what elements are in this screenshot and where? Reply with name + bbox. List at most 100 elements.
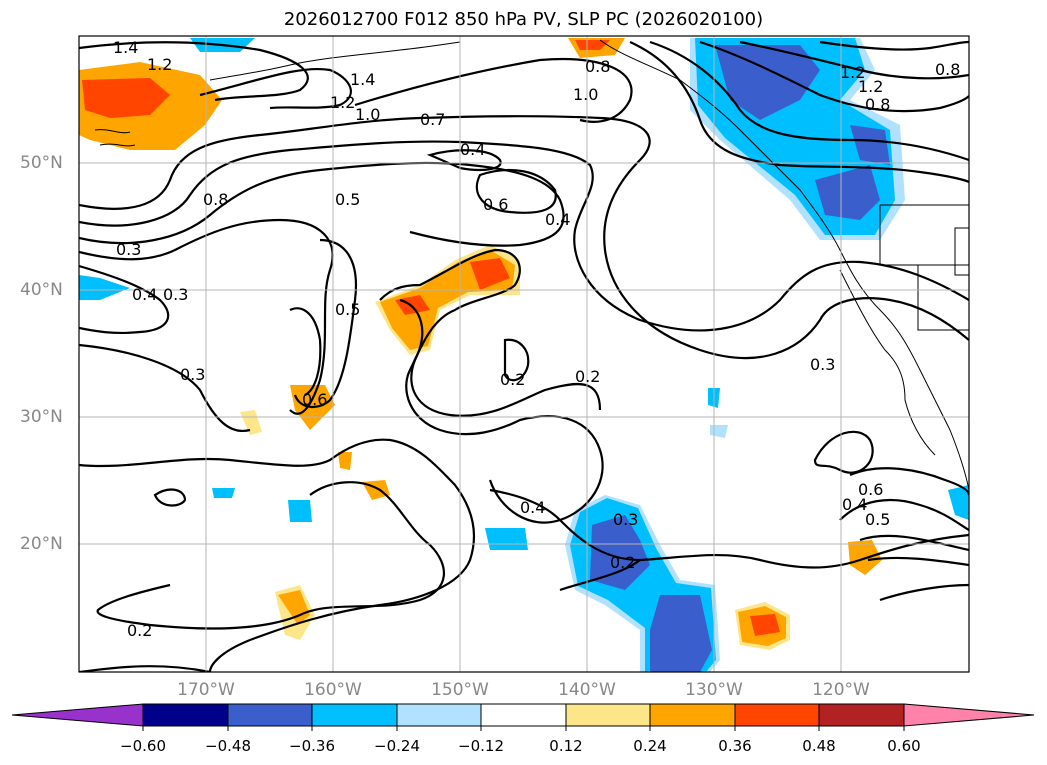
colorbar-segment <box>734 703 820 727</box>
colorbar-segment <box>396 703 482 727</box>
pv-fill-darkblue <box>850 125 890 165</box>
contour-line <box>849 467 969 496</box>
contour-line <box>489 488 969 569</box>
contour-label: 0.2 <box>127 621 152 640</box>
contour-label: 1.4 <box>113 38 138 57</box>
contour-label: 0.7 <box>420 110 445 129</box>
pv-fill-yellow <box>240 410 262 435</box>
contour-label: 0.8 <box>585 57 610 76</box>
colorbar-segment <box>480 703 567 727</box>
contour-line <box>96 481 445 630</box>
longitude-label: 160°W <box>304 680 362 700</box>
contour-label: 0.4 <box>545 210 570 229</box>
contour-line <box>649 40 969 162</box>
contour-line <box>153 488 187 507</box>
contour-label: 0.5 <box>865 510 890 529</box>
colorbar-tick-label: −0.12 <box>458 737 504 755</box>
colorbar <box>11 703 1035 731</box>
contour-label: 0.3 <box>116 240 141 259</box>
contour-label: 0.6 <box>302 390 327 409</box>
latitude-label: 40°N <box>20 280 63 300</box>
pv-fill-orange <box>362 480 390 500</box>
latitude-label: 20°N <box>20 534 63 554</box>
contour-line <box>79 218 334 415</box>
colorbar-tick-label: −0.48 <box>205 737 251 755</box>
pv-fill-blue <box>212 488 235 498</box>
contour-label: 1.2 <box>840 63 865 82</box>
longitude-label: 150°W <box>431 680 489 700</box>
coastlines <box>94 39 969 491</box>
colorbar-tick-label: 0.24 <box>633 737 667 755</box>
longitude-label: 120°W <box>812 680 870 700</box>
contour-line <box>79 115 969 360</box>
contour-label: 0.3 <box>180 365 205 384</box>
contour-label: 0.5 <box>335 300 360 319</box>
slp-contours <box>79 40 969 672</box>
contour-label: 1.4 <box>350 70 375 89</box>
contour-line <box>859 534 969 552</box>
contour-label: 1.2 <box>858 77 883 96</box>
colorbar-segment <box>227 703 313 727</box>
colorbar-segment <box>311 703 398 727</box>
colorbar-tick-label: 0.60 <box>887 737 921 755</box>
contour-line <box>839 498 969 531</box>
contour-line <box>289 307 322 396</box>
coastline <box>599 39 969 491</box>
contour-line <box>79 438 476 672</box>
contour-line <box>79 41 309 102</box>
contour-line <box>819 40 969 51</box>
pv-fill-regions <box>79 38 969 672</box>
contour-line <box>867 556 969 567</box>
contour-label: 0.2 <box>575 367 600 386</box>
contour-label: 0.8 <box>865 95 890 114</box>
contour-line <box>79 343 251 433</box>
contour-line <box>79 264 170 335</box>
pv-fill-darkblue <box>815 165 880 220</box>
contour-label: 0.2 <box>500 370 525 389</box>
contour-label: 0.2 <box>610 553 635 572</box>
contour-line <box>559 559 641 592</box>
pv-fill-orange <box>278 590 310 625</box>
colorbar-tick-label: 0.12 <box>549 737 583 755</box>
longitude-label: 170°W <box>177 680 235 700</box>
contour-label: 0.8 <box>935 60 960 79</box>
pv-fill-red <box>82 78 170 118</box>
pv-fill-lightblue <box>710 425 728 438</box>
contour-line <box>739 40 969 80</box>
pv-fill-red <box>470 258 510 290</box>
contour-line <box>399 298 602 417</box>
contour-label: 0.4 <box>132 285 157 304</box>
contour-label: 1.0 <box>355 105 380 124</box>
contour-label: 0.3 <box>810 355 835 374</box>
map-title: 2026012700 F012 850 hPa PV, SLP PC (2026… <box>283 9 764 30</box>
contour-line <box>699 40 969 113</box>
contour-line <box>813 430 874 474</box>
contour-label: 0.3 <box>163 285 188 304</box>
contour-label: 0.6 <box>483 195 508 214</box>
contour-label: 0.4 <box>460 140 485 159</box>
contour-label: 0.6 <box>858 480 883 499</box>
pv-fill-blue <box>485 528 528 550</box>
pv-fill-blue <box>948 485 969 520</box>
contour-line <box>475 168 557 214</box>
map-frame <box>78 35 970 673</box>
latitude-label: 50°N <box>20 153 63 173</box>
pv-fill-darkblue <box>715 45 820 120</box>
coastline <box>839 269 936 456</box>
colorbar-segment <box>649 703 736 727</box>
contour-line <box>293 238 358 408</box>
contour-label: 1.0 <box>573 85 598 104</box>
pv-fill-orange <box>338 452 352 470</box>
contour-label: 0.8 <box>203 190 228 209</box>
colorbar-tick-label: 0.36 <box>718 737 752 755</box>
colorbar-segment <box>818 703 905 727</box>
contour-label: 1.2 <box>147 55 172 74</box>
pv-fill-blue <box>79 275 130 300</box>
pv-fill-red <box>395 295 430 315</box>
colorbar-tick-label: −0.36 <box>289 737 335 755</box>
latitude-label: 30°N <box>20 407 63 427</box>
pv-fill-red <box>575 40 610 50</box>
contour-label: 0.3 <box>613 510 638 529</box>
pv-fill-red <box>750 614 780 636</box>
colorbar-segment <box>142 703 229 727</box>
